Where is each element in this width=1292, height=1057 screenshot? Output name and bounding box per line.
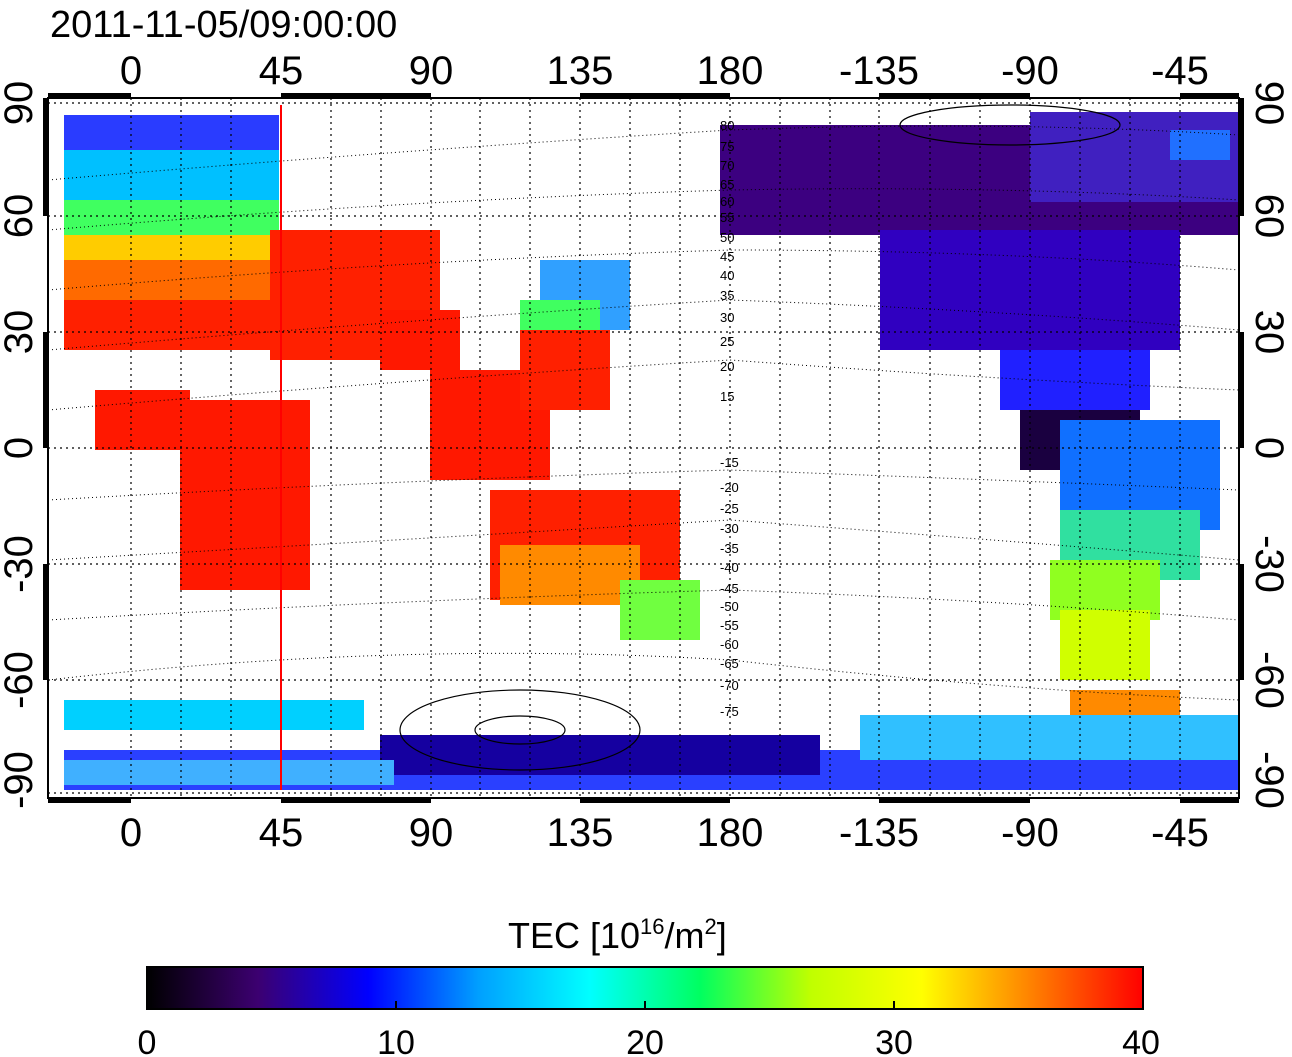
map-area: 80 75 70 65 60 55 50 45 40 35 30 25 20 1… [43,93,1244,803]
contour-label: -70 [720,678,739,693]
right-lat-label-60: 60 [1247,194,1291,239]
colorbar-title-sup1: 16 [640,914,664,939]
contour-label: -35 [720,541,739,556]
left-lat-label-minus30: -30 [0,535,41,593]
contour-label: -45 [720,581,739,596]
contour-label: 20 [720,359,734,374]
right-latitude-labels: 90 60 30 0 -30 -60 -90 [1247,81,1291,809]
contour-label: 15 [720,389,734,404]
top-lon-label-minus45: -45 [1151,49,1209,93]
top-lon-label-135: 135 [547,49,614,93]
right-lat-label-minus30: -30 [1247,535,1291,593]
contour-label: 65 [720,177,734,192]
left-lat-label-30: 30 [0,310,41,355]
contour-label-column: 80 75 70 65 60 55 50 45 40 35 30 25 20 1… [720,118,739,719]
colorbar-tick-20: 20 [626,1024,664,1057]
contour-label: 25 [720,334,734,349]
left-lat-label-0: 0 [0,437,41,459]
left-lat-label-minus60: -60 [0,651,41,709]
colorbar-title-main: TEC [10 [508,915,640,956]
right-lat-label-minus60: -60 [1247,651,1291,709]
right-lat-label-minus90: -90 [1247,751,1291,809]
right-lat-label-30: 30 [1247,310,1291,355]
colorbar-ticks [395,1001,895,1009]
contour-label: 75 [720,139,734,154]
graticule [48,98,1239,798]
top-longitude-labels: 0 45 90 135 180 -135 -90 -45 [120,49,1209,93]
top-lon-label-180: 180 [697,49,764,93]
left-lat-label-minus90: -90 [0,751,41,809]
left-lat-label-90: 90 [0,81,41,126]
contour-label: 70 [720,158,734,173]
colorbar-tick-labels: 0 10 20 30 40 [138,1024,1160,1057]
bottom-lon-label-135: 135 [547,811,614,855]
contour-label: -75 [720,704,739,719]
colorbar-title: TEC [1016/m2] [508,914,727,956]
contour-label: 55 [720,210,734,225]
contour-label: 35 [720,288,734,303]
frame-ticks [43,93,1244,803]
contour-label: 30 [720,310,734,325]
bottom-lon-label-45: 45 [259,811,304,855]
bottom-lon-label-90: 90 [409,811,454,855]
contour-label: -25 [720,501,739,516]
top-lon-label-90: 90 [409,49,454,93]
bottom-lon-label-minus135: -135 [839,811,919,855]
contour-label: -60 [720,637,739,652]
tec-data-layer [64,112,1240,790]
contour-label: 60 [720,194,734,209]
figure-title: 2011-11-05/09:00:00 [50,4,397,46]
contour-label: -20 [720,480,739,495]
colorbar-title-end: ] [717,915,727,956]
bottom-lon-label-minus90: -90 [1001,811,1059,855]
bottom-lon-label-0: 0 [120,811,142,855]
left-latitude-labels: 90 60 30 0 -30 -60 -90 [0,81,41,809]
left-lat-label-60: 60 [0,194,41,239]
colorbar-tick-10: 10 [377,1024,415,1057]
bottom-longitude-labels: 0 45 90 135 180 -135 -90 -45 [120,811,1209,855]
colorbar-tick-30: 30 [875,1024,913,1057]
colorbar-tick-0: 0 [138,1024,157,1057]
contour-label: -65 [720,656,739,671]
contour-label: 45 [720,249,734,264]
colorbar-title-mid: /m [665,915,705,956]
top-lon-label-45: 45 [259,49,304,93]
contour-label: -40 [720,560,739,575]
top-lon-label-0: 0 [120,49,142,93]
contour-label: 80 [720,118,734,133]
magnetic-pole-contours [399,104,1121,771]
contour-label: -50 [720,599,739,614]
top-lon-label-minus135: -135 [839,49,919,93]
contour-label: 50 [720,230,734,245]
bottom-lon-label-180: 180 [697,811,764,855]
contour-label: 40 [720,268,734,283]
right-lat-label-0: 0 [1247,437,1291,459]
top-lon-label-minus90: -90 [1001,49,1059,93]
right-lat-label-90: 90 [1247,81,1291,126]
colorbar-tick-40: 40 [1122,1024,1160,1057]
contour-label: -55 [720,618,739,633]
bottom-lon-label-minus45: -45 [1151,811,1209,855]
contour-label: -30 [720,521,739,536]
colorbar-title-sup2: 2 [705,914,717,939]
contour-label: -15 [720,455,739,470]
